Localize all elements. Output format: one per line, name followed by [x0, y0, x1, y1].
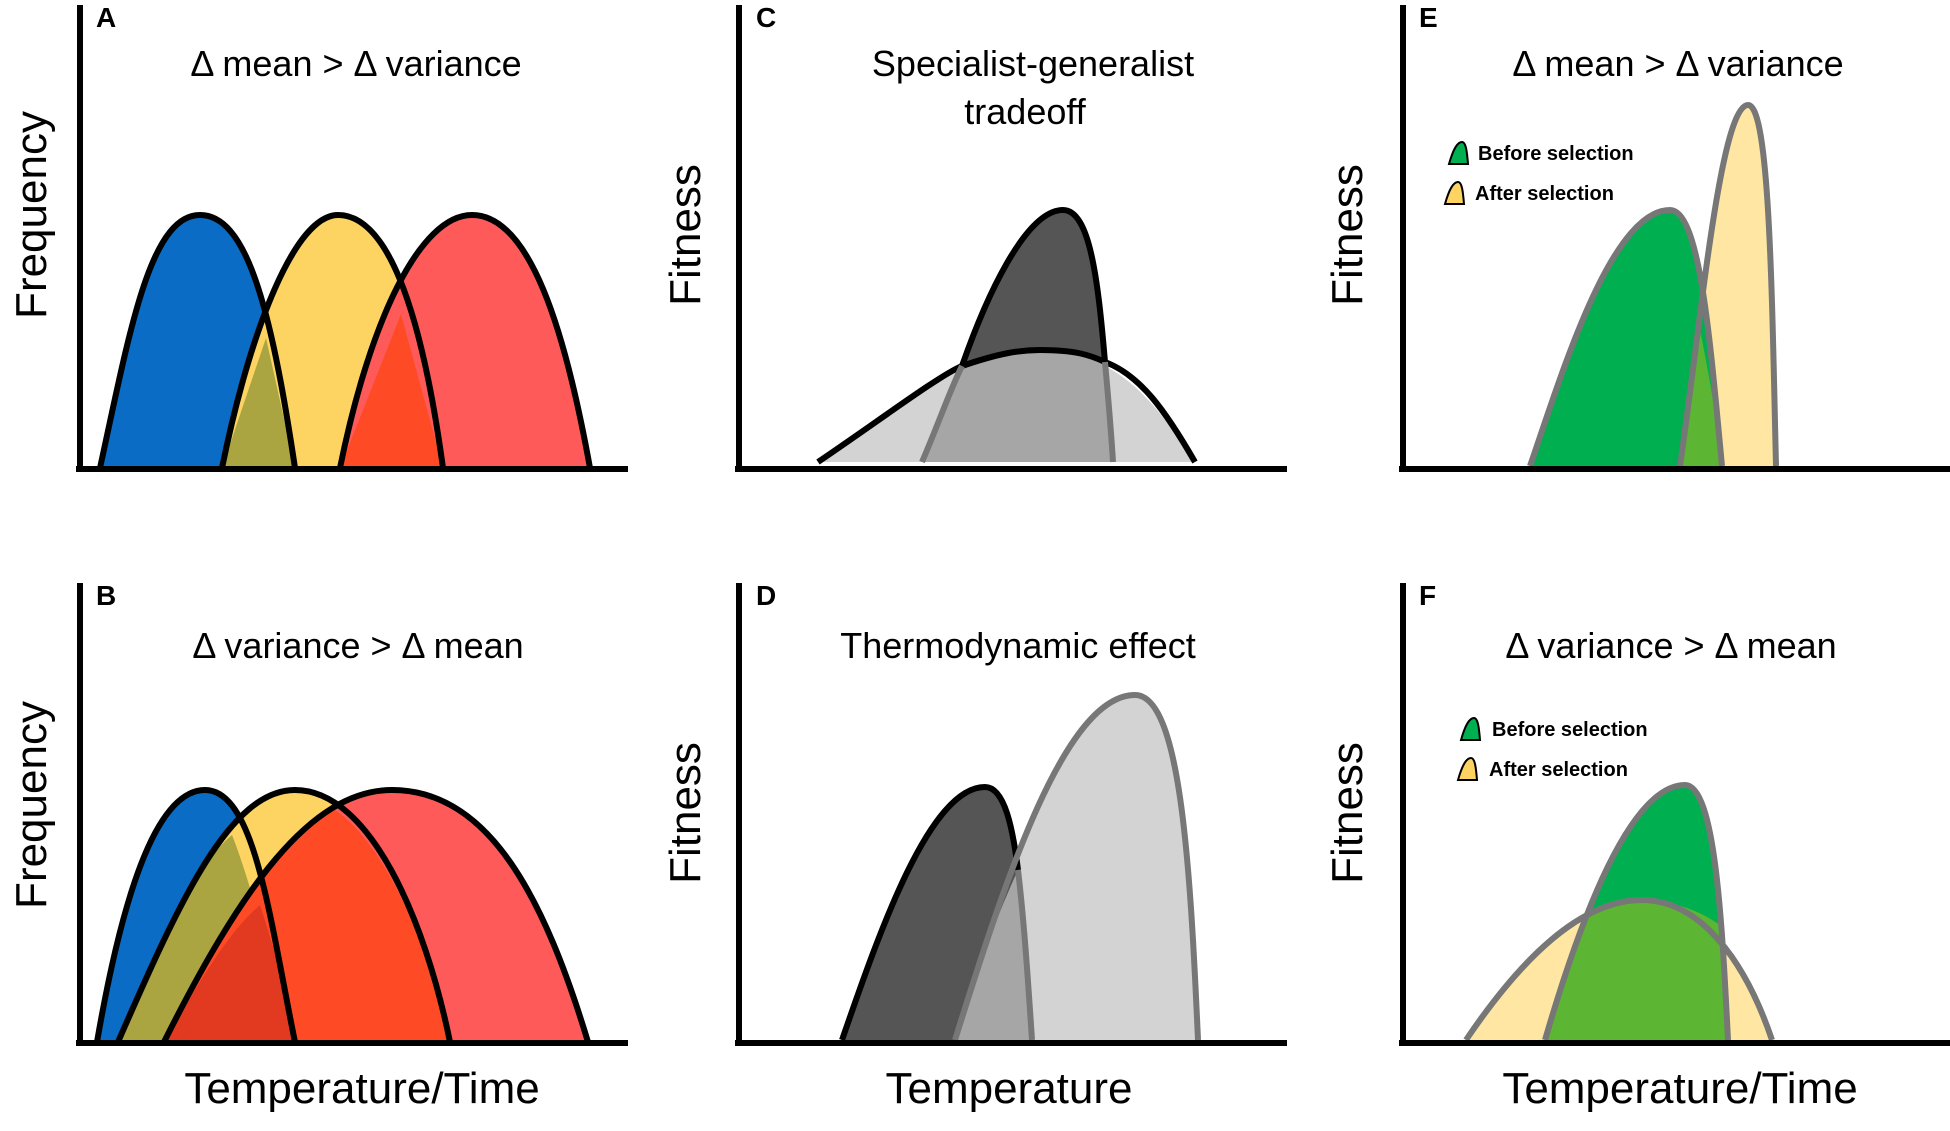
panel-letter-a: A — [96, 2, 116, 33]
panel-d: D Thermodynamic effect Fitness — [661, 580, 1287, 1046]
legend-f-after-swatch — [1456, 756, 1479, 781]
panel-letter-e: E — [1419, 2, 1438, 33]
outline-c-specialist-top — [959, 206, 1108, 367]
ylabel-e: Fitness — [1323, 164, 1372, 306]
panel-letter-c: C — [756, 2, 776, 33]
overlap-e — [1680, 330, 1722, 466]
xlabel-right: Temperature/Time — [1502, 1064, 1857, 1113]
ylabel-c: Fitness — [661, 164, 710, 306]
legend-f: Before selection After selection — [1456, 716, 1648, 781]
legend-e-after-label: After selection — [1475, 183, 1614, 205]
legend-e-after-swatch — [1443, 180, 1466, 205]
panel-e: E Δ mean > Δ variance Fitness Before sel… — [1323, 2, 1950, 472]
xlabel-left: Temperature/Time — [184, 1064, 539, 1113]
outline-b-yellow — [115, 786, 453, 1044]
outline-c-generalist — [816, 359, 1198, 465]
overlap-a-yellow-red — [340, 314, 443, 468]
panel-b: B Δ variance > Δ mean Frequency — [7, 580, 628, 1046]
legend-f-before-label: Before selection — [1492, 719, 1648, 741]
ylabel-d: Fitness — [661, 742, 710, 884]
ylabel-a: Frequency — [7, 111, 56, 319]
outline-a-yellow — [219, 211, 446, 469]
legend-e-before-swatch — [1447, 140, 1470, 165]
outline-e-after — [1677, 101, 1779, 467]
overlap-b-triple — [164, 905, 295, 1042]
legend-e: Before selection After selection — [1443, 140, 1634, 205]
panel-letter-f: F — [1419, 580, 1436, 611]
ylabel-b: Frequency — [7, 701, 56, 909]
legend-e-before-label: Before selection — [1478, 143, 1634, 165]
panel-title-b: Δ variance > Δ mean — [192, 625, 523, 666]
curve-e-before — [1530, 210, 1722, 466]
panel-letter-b: B — [96, 580, 116, 611]
outline-b-red — [161, 786, 591, 1044]
outline-c-specialist-bottom — [919, 361, 1116, 464]
overlap-a-blue-yellow — [222, 338, 295, 468]
legend-f-after-label: After selection — [1489, 759, 1628, 781]
outline-d-cold-top — [839, 783, 1021, 1041]
outline-d-cold-bottom — [1015, 869, 1035, 1041]
panel-title-e: Δ mean > Δ variance — [1512, 43, 1843, 84]
outline-f-before — [1542, 781, 1731, 1041]
xlabel-middle: Temperature — [885, 1064, 1132, 1113]
legend-f-before-swatch — [1459, 716, 1482, 741]
outline-d-warm — [952, 691, 1201, 1041]
panel-title-d: Thermodynamic effect — [840, 625, 1195, 666]
outline-a-red — [337, 211, 593, 469]
panel-title-c-line1: Specialist-generalist — [872, 43, 1194, 84]
outline-e-before — [1527, 206, 1725, 467]
overlap-f — [1545, 900, 1728, 1040]
panel-letter-d: D — [756, 580, 776, 611]
panel-c: C Specialist-generalist tradeoff Fitness — [661, 2, 1287, 472]
ylabel-f: Fitness — [1323, 742, 1372, 884]
panel-a: A Δ mean > Δ variance Frequency — [7, 2, 628, 472]
panel-title-f: Δ variance > Δ mean — [1505, 625, 1836, 666]
outline-c-generalist-inner — [961, 346, 1107, 369]
outline-f-after — [1463, 896, 1775, 1042]
outline-b-blue — [94, 786, 298, 1043]
panel-f: F Δ variance > Δ mean Fitness Before sel… — [1323, 580, 1950, 1046]
outline-a-blue — [97, 211, 298, 469]
panel-title-a: Δ mean > Δ variance — [190, 43, 521, 84]
overlap-c — [922, 350, 1113, 462]
panel-title-c-line2: tradeoff — [964, 91, 1086, 132]
overlap-d — [955, 870, 1032, 1040]
